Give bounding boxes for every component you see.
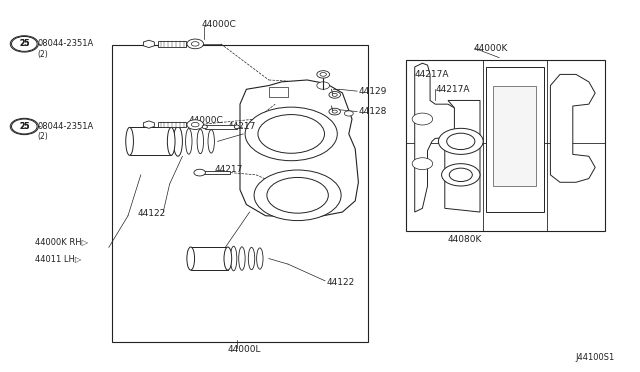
Ellipse shape — [239, 247, 245, 270]
Circle shape — [191, 42, 199, 46]
Bar — [158, 41, 186, 46]
Ellipse shape — [234, 125, 239, 129]
Ellipse shape — [208, 130, 214, 153]
Text: 44000K: 44000K — [474, 44, 508, 53]
Circle shape — [258, 115, 324, 153]
Circle shape — [449, 168, 472, 182]
Polygon shape — [143, 121, 154, 128]
Text: 44011 LH▷: 44011 LH▷ — [35, 254, 81, 263]
Ellipse shape — [230, 246, 237, 271]
Ellipse shape — [186, 129, 192, 154]
Circle shape — [269, 121, 314, 147]
Circle shape — [245, 107, 337, 161]
Circle shape — [329, 92, 340, 98]
Text: 44000L: 44000L — [227, 345, 260, 354]
Text: 08044-2351A: 08044-2351A — [37, 122, 93, 131]
Text: 25: 25 — [19, 122, 29, 131]
Circle shape — [317, 82, 330, 89]
Text: 08044-2351A: 08044-2351A — [37, 39, 93, 48]
Circle shape — [317, 71, 330, 78]
Polygon shape — [550, 74, 595, 182]
Bar — [158, 122, 186, 127]
Text: 25: 25 — [19, 39, 29, 48]
Polygon shape — [415, 63, 460, 212]
Polygon shape — [240, 80, 358, 218]
Circle shape — [344, 111, 353, 116]
Polygon shape — [143, 40, 154, 48]
Circle shape — [332, 110, 337, 113]
Ellipse shape — [202, 125, 207, 129]
Circle shape — [254, 170, 341, 221]
Text: 44217A: 44217A — [435, 85, 470, 94]
Ellipse shape — [197, 129, 204, 154]
Ellipse shape — [224, 247, 232, 270]
Polygon shape — [445, 100, 480, 212]
Bar — [406, 60, 605, 231]
Text: 25: 25 — [19, 122, 29, 131]
Circle shape — [412, 158, 433, 170]
Circle shape — [187, 120, 204, 129]
Bar — [205, 125, 237, 129]
Ellipse shape — [168, 127, 175, 155]
Bar — [129, 127, 172, 155]
Ellipse shape — [257, 248, 263, 269]
Ellipse shape — [173, 126, 182, 156]
Circle shape — [10, 118, 38, 135]
Circle shape — [329, 108, 340, 115]
Circle shape — [12, 119, 37, 134]
Bar — [269, 87, 288, 97]
Circle shape — [412, 113, 433, 125]
Ellipse shape — [187, 247, 195, 270]
Text: 44000C: 44000C — [202, 20, 236, 29]
Polygon shape — [486, 67, 544, 212]
Text: 44000C: 44000C — [189, 116, 223, 125]
Ellipse shape — [125, 127, 134, 155]
Bar — [191, 247, 228, 270]
Circle shape — [191, 122, 199, 127]
Text: 44129: 44129 — [358, 87, 387, 96]
Text: 44122: 44122 — [326, 278, 355, 287]
Circle shape — [277, 183, 318, 207]
Text: 44128: 44128 — [358, 107, 387, 116]
Circle shape — [332, 93, 337, 96]
Text: 44217A: 44217A — [415, 70, 449, 79]
Circle shape — [12, 36, 37, 51]
Bar — [493, 86, 536, 186]
Text: 44080K: 44080K — [448, 235, 483, 244]
Text: 44122: 44122 — [138, 209, 166, 218]
Text: (2): (2) — [37, 132, 48, 141]
Text: (2): (2) — [37, 50, 48, 59]
Text: J44100S1: J44100S1 — [575, 353, 614, 362]
Circle shape — [438, 128, 483, 154]
Circle shape — [320, 73, 326, 76]
Circle shape — [194, 169, 205, 176]
Circle shape — [267, 177, 328, 213]
Bar — [200, 171, 230, 174]
Circle shape — [442, 164, 480, 186]
Ellipse shape — [248, 247, 255, 270]
Text: 44000K RH▷: 44000K RH▷ — [35, 237, 88, 246]
Circle shape — [10, 36, 38, 52]
Text: 44217: 44217 — [227, 122, 255, 131]
Circle shape — [447, 133, 475, 150]
Text: 44217: 44217 — [214, 165, 243, 174]
Bar — [112, 45, 368, 342]
Circle shape — [187, 39, 204, 49]
Text: 25: 25 — [19, 39, 29, 48]
